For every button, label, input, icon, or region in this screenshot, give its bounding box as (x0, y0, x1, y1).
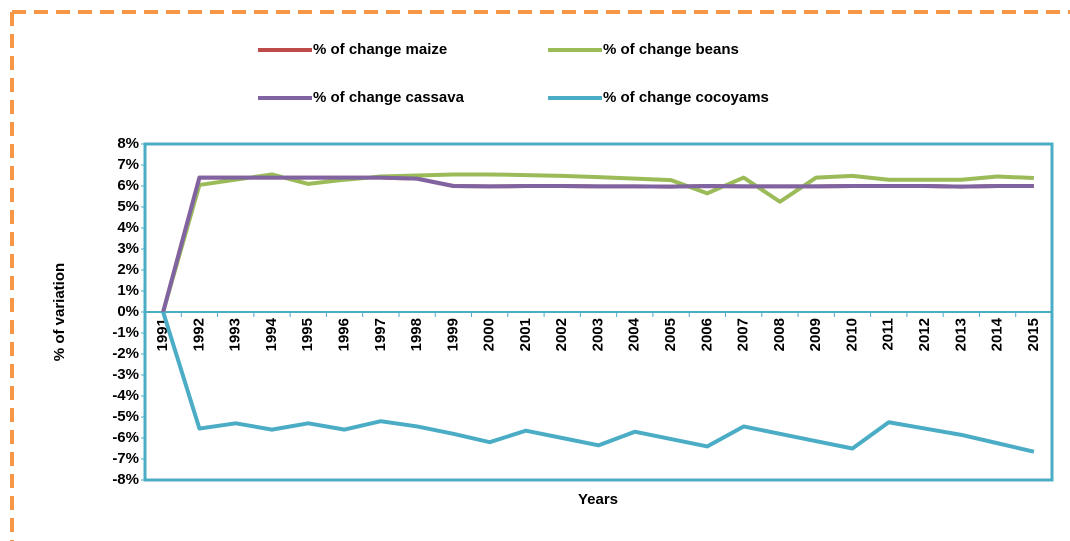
y-axis-label: % of variation (51, 263, 68, 361)
y-tick-label: 1% (117, 282, 139, 299)
x-tick-label: 2002 (553, 318, 570, 351)
y-tick-label: -7% (112, 450, 139, 467)
x-tick-label: 2007 (735, 318, 752, 351)
x-tick-label: 1995 (299, 318, 316, 351)
x-tick-label: 2015 (1025, 318, 1042, 351)
y-tick-label: -8% (112, 471, 139, 488)
x-tick-label: 2006 (698, 318, 715, 351)
y-tick-label: 7% (117, 156, 139, 173)
y-tick-label: 8% (117, 135, 139, 152)
y-tick-label: 4% (117, 219, 139, 236)
x-tick-label: 1999 (444, 318, 461, 351)
x-tick-label: 1994 (263, 317, 280, 351)
x-tick-label: 2009 (807, 318, 824, 351)
y-tick-label: -6% (112, 429, 139, 446)
legend-label: % of change cassava (313, 89, 465, 106)
x-tick-label: 2012 (916, 318, 933, 351)
x-tick-label: 2010 (843, 318, 860, 351)
x-tick-label: 2003 (589, 318, 606, 351)
legend-label: % of change maize (313, 41, 447, 58)
y-tick-label: 6% (117, 177, 139, 194)
legend-label: % of change beans (603, 41, 739, 58)
x-tick-label: 2008 (771, 318, 788, 351)
x-tick-label: 2014 (989, 317, 1006, 351)
x-tick-label: 1997 (372, 318, 389, 351)
y-tick-label: 0% (117, 303, 139, 320)
x-tick-label: 2000 (481, 318, 498, 351)
y-tick-label: 5% (117, 198, 139, 215)
x-tick-label: 1992 (190, 318, 207, 351)
y-tick-label: -5% (112, 408, 139, 425)
legend-label: % of change cocoyams (603, 89, 769, 106)
x-tick-label: 1998 (408, 318, 425, 351)
y-tick-label: 2% (117, 261, 139, 278)
y-tick-label: -1% (112, 324, 139, 341)
series-line (161, 175, 1034, 313)
x-tick-label: 2001 (517, 318, 534, 351)
series-line (161, 172, 1034, 313)
x-tick-label: 2011 (880, 318, 897, 351)
x-axis-label: Years (578, 491, 618, 508)
x-tick-label: 1993 (227, 318, 244, 351)
series-line (161, 311, 1035, 454)
x-tick-label: 2004 (626, 317, 643, 351)
y-tick-label: 3% (117, 240, 139, 257)
y-tick-label: -2% (112, 345, 139, 362)
y-tick-label: -3% (112, 366, 139, 383)
x-tick-label: 1996 (336, 318, 353, 351)
x-tick-label: 2005 (662, 318, 679, 351)
y-tick-label: -4% (112, 387, 139, 404)
x-tick-label: 2013 (952, 318, 969, 351)
series-line (161, 175, 1034, 313)
